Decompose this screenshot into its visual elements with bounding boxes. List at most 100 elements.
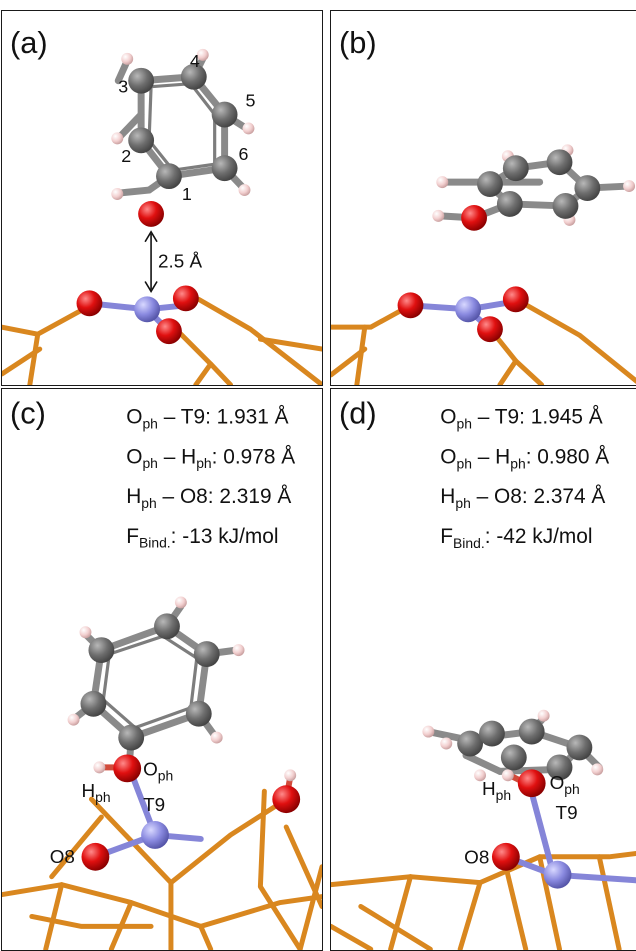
label-o8: O8 [50,847,75,868]
silicon-atom-t9 [141,821,169,849]
carbon-atom [211,101,238,128]
metric-oph-t9: Oph – T9: 1.945 Å [440,406,602,432]
hydrogen-atom [537,709,550,722]
carbon-atom [574,175,601,201]
hydrogen-atom [474,769,486,782]
hydrogen-atom [174,596,187,609]
silicon-atom [134,296,161,323]
hydrogen-atom [501,769,514,782]
panel-c: (c) Oph – T9: 1.931 Å Oph – Hph: 0.978 Å… [1,388,323,951]
hydrogen-atom [196,48,209,61]
metric-binding-energy: FBind.: -13 kJ/mol [126,525,278,551]
carbon-atom [185,700,212,727]
carbon-atom [518,718,545,745]
carbon-atom [128,67,155,94]
oxygen-atom-o8 [491,842,520,871]
panel-b-structure: (b) [331,25,636,385]
hydrogen-atom [67,713,80,726]
hydrogen-atom [432,209,445,222]
carbon-atom [118,724,145,751]
hydrogen-atom [623,180,636,193]
oxygen-atom [272,785,301,814]
carbon-atom [566,734,593,761]
hydrogen-atom [238,184,251,197]
metric-hph-o8: Hph – O8: 2.319 Å [126,485,291,511]
hydrogen-atom [111,188,124,200]
carbon-atom [552,193,579,219]
carbon-atom [546,149,573,176]
hydrogen-atom [591,763,604,776]
metrics-list: Oph – T9: 1.945 Å Oph – Hph: 0.980 Å Hph… [440,406,609,551]
carbon-atom [502,155,529,182]
metric-oph-t9: Oph – T9: 1.931 Å [126,406,288,432]
silicon-atom [455,296,482,323]
oxygen-atom-o8 [81,842,110,871]
carbon-atom [457,730,484,757]
oxygen-atom [461,204,487,231]
carbon-atom [496,191,523,217]
label-oph: Oph [143,759,173,783]
panel-d-label: (d) [339,396,377,431]
carbon-atom [180,63,207,90]
label-o8: O8 [464,848,489,869]
hydrogen-atom [422,725,435,738]
atom-number-5: 5 [245,91,255,111]
metric-binding-energy: FBind.: -42 kJ/mol [440,525,592,551]
atom-number-4: 4 [190,51,200,71]
distance-label: 2.5 Å [158,252,202,273]
label-t9: T9 [556,803,578,824]
panel-c-label: (c) [10,396,46,431]
panel-d: (d) Oph – T9: 1.945 Å Oph – Hph: 0.980 Å… [330,388,636,951]
metric-oph-hph: Oph – Hph: 0.980 Å [440,445,609,471]
label-t9: T9 [143,795,165,816]
metrics-list: Oph – T9: 1.931 Å Oph – Hph: 0.978 Å Hph… [126,406,295,551]
carbon-atom [128,127,155,154]
hydrogen-atom [121,52,134,65]
distance-arrow [144,230,158,293]
molecule-atoms [67,596,301,871]
panel-d-structure: (d) Oph – T9: 1.945 Å Oph – Hph: 0.980 Å… [331,396,636,950]
hydrogen-atom [284,769,297,782]
oxygen-atom [138,200,164,227]
panel-b-label: (b) [339,25,377,60]
hydrogen-atom [232,644,245,657]
hydrogen-atom [440,737,453,750]
carbon-atom [211,155,238,182]
carbon-atom [156,163,182,190]
label-hph: Hph [82,781,111,805]
label-hph: Hph [482,779,511,803]
zeolite-framework [2,296,322,385]
silicon-atom-t9 [543,860,572,889]
hydrogen-atom [93,761,106,774]
oxygen-atom [397,292,424,319]
oxygen-atom [477,316,503,343]
oxygen-atom [502,286,529,313]
panel-c-structure: (c) Oph – T9: 1.931 Å Oph – Hph: 0.978 Å… [2,396,322,950]
panel-b: (b) [330,10,636,386]
zeolite-framework [331,298,636,385]
oxygen-atom [156,318,182,345]
metric-hph-o8: Hph – O8: 2.374 Å [440,485,605,511]
carbon-atom [546,754,573,781]
hydrogen-atom [436,176,449,189]
carbon-atom [154,613,180,640]
carbon-atom [80,690,107,717]
carbon-atom [88,637,115,664]
panel-a: (a) [1,10,323,386]
oxygen-atom [76,290,103,317]
label-oph: Oph [550,773,580,797]
molecule-atoms [397,144,636,343]
hydrogen-atom [242,122,255,135]
metric-oph-hph: Oph – Hph: 0.978 Å [126,445,295,471]
panel-a-structure: (a) [2,25,322,385]
atom-number-2: 2 [121,146,131,166]
carbon-atom [193,641,220,668]
oxygen-atom [172,285,199,312]
hydrogen-atom [111,132,124,145]
panel-a-label: (a) [10,25,48,60]
atom-number-6: 6 [239,144,249,164]
carbon-atom [477,171,503,198]
hydrogen-atom [210,731,223,744]
molecule-atoms [76,48,255,345]
carbon-atom [479,720,505,747]
